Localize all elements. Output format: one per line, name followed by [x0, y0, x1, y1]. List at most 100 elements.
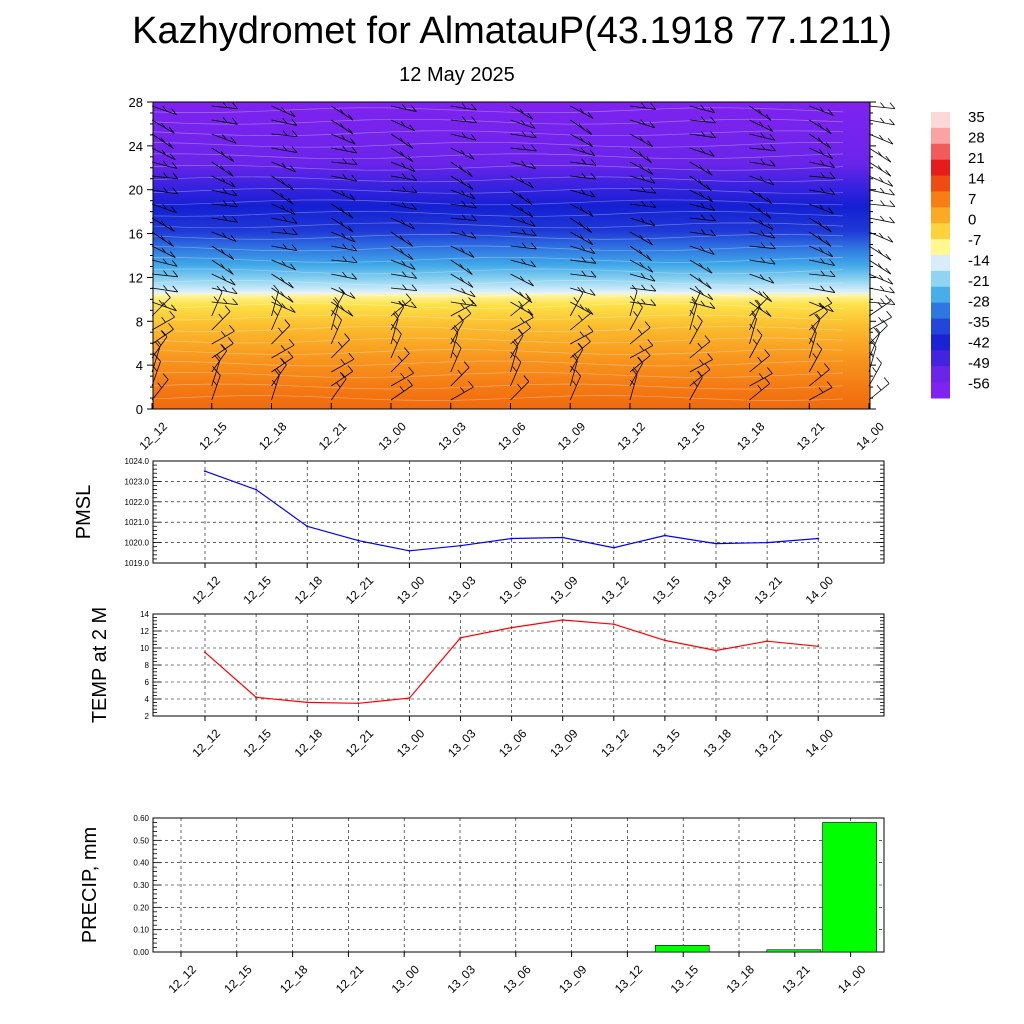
wind-barb-flag	[870, 338, 876, 344]
wind-barb-flag	[700, 116, 706, 122]
wind-barb-flag	[527, 112, 534, 120]
temp-point	[306, 701, 309, 704]
y-tick-label: 0.60	[133, 814, 149, 823]
wind-barb-flag	[700, 214, 706, 220]
wind-barb-flag	[756, 328, 763, 336]
wind-barb-flag	[222, 286, 228, 292]
wind-barb-flag	[340, 221, 345, 227]
wind-barb-shaft	[809, 189, 835, 195]
y-tick-label: 28	[129, 95, 143, 110]
wind-barb-shaft	[629, 119, 655, 129]
wind-barb-flag	[889, 188, 895, 196]
wind-barb-flag	[349, 137, 356, 145]
wind-barb-flag	[518, 300, 523, 307]
wind-barb-flag	[222, 298, 228, 304]
x-tick-label: 13_00	[394, 573, 428, 607]
x-tick-label: 12_15	[196, 419, 230, 453]
wind-barb-flag	[698, 164, 704, 171]
wind-barb-flag	[577, 286, 584, 294]
wind-barb-flag	[704, 363, 711, 370]
wind-barb-flag	[875, 327, 881, 334]
wind-barb-shaft	[749, 161, 776, 167]
wind-barb-flag	[347, 211, 354, 219]
wind-barb-shaft	[211, 301, 238, 306]
wind-barb-flag	[876, 384, 882, 391]
wind-barb-shaft	[271, 217, 298, 224]
contour-line	[152, 210, 844, 217]
wind-barb-flag	[765, 310, 772, 317]
wind-barb-flag	[224, 305, 231, 312]
wind-barb-shaft	[510, 161, 536, 170]
wind-barb-flag	[639, 262, 645, 268]
wind-barb-flag	[467, 281, 474, 288]
wind-barb-flag	[880, 117, 885, 124]
wind-barb-shaft	[271, 287, 294, 303]
wind-barb-shaft	[749, 105, 772, 121]
wind-barb-flag	[756, 299, 761, 306]
wind-barb-flag	[590, 257, 597, 264]
wind-barb-flag	[232, 200, 238, 207]
wind-barb-flag	[709, 302, 716, 309]
wind-barb-shaft	[330, 339, 350, 359]
wind-barb-flag	[229, 278, 236, 286]
wind-barb-shaft	[868, 363, 882, 387]
wind-barb-shaft	[570, 273, 597, 278]
x-tick-label: 13_03	[445, 726, 479, 760]
wind-barb-flag	[879, 285, 885, 292]
colorbar-swatch	[931, 286, 950, 304]
wind-barb-flag	[339, 305, 345, 311]
wind-barb-flag	[280, 193, 285, 199]
wind-barb-flag	[227, 337, 234, 344]
precip-bar	[654, 944, 710, 953]
wind-barb-shaft	[510, 203, 534, 218]
colorbar-label: 35	[968, 109, 985, 126]
wind-barb-flag	[222, 102, 228, 108]
wind-barb-flag	[459, 263, 464, 269]
pmsl-point	[204, 470, 206, 473]
wind-barb-shaft	[211, 147, 235, 163]
wind-barb-shaft	[569, 375, 581, 401]
wind-barb-shaft	[689, 359, 713, 373]
wind-barb-flag	[411, 174, 417, 181]
wind-barb-flag	[218, 313, 224, 320]
wind-barb-shaft	[151, 316, 175, 331]
wind-barb-flag	[340, 123, 345, 129]
wind-barb-shaft	[749, 287, 772, 302]
wind-barb-shaft	[450, 105, 477, 111]
wind-barb-flag	[281, 358, 287, 366]
wind-barb-shaft	[450, 287, 476, 298]
wind-barb-flag	[887, 235, 894, 243]
wind-barb-flag	[649, 121, 656, 129]
colorbar-swatch	[931, 223, 950, 240]
wind-barb-flag	[637, 328, 643, 335]
wind-barb-flag	[700, 228, 706, 235]
wind-barb-shaft	[629, 301, 656, 306]
wind-barb-shaft	[510, 189, 533, 205]
wind-barb-shaft	[808, 349, 823, 373]
wind-barb-shaft	[808, 369, 830, 387]
wind-barb-flag	[820, 270, 826, 276]
y-tick-label: 0.50	[133, 836, 149, 845]
wind-barb-flag	[470, 231, 477, 239]
x-tick-label: 13_03	[435, 419, 469, 453]
wind-barb-flag	[351, 158, 358, 165]
wind-barb-flag	[409, 165, 416, 172]
wind-barb-flag	[710, 116, 716, 124]
wind-barb-flag	[580, 245, 586, 251]
wind-barb-shaft	[390, 333, 402, 359]
wind-barb-shaft	[390, 231, 413, 247]
wind-barb-shaft	[211, 375, 221, 401]
wind-barb-shaft	[211, 343, 234, 359]
wind-barb-flag	[587, 308, 594, 315]
wind-barb-shaft	[211, 311, 231, 331]
wind-barb-flag	[810, 326, 817, 334]
wind-barb-flag	[282, 228, 288, 234]
colorbar-label: -7	[968, 232, 981, 249]
colorbar-swatch	[931, 302, 950, 320]
wind-barb-flag	[649, 176, 656, 184]
temp-ylabel: TEMP at 2 M	[89, 607, 111, 723]
wind-barb-shaft	[689, 273, 712, 289]
wind-barb-flag	[639, 164, 645, 170]
wind-barb-shaft	[629, 345, 654, 359]
wind-barb-flag	[581, 256, 587, 263]
